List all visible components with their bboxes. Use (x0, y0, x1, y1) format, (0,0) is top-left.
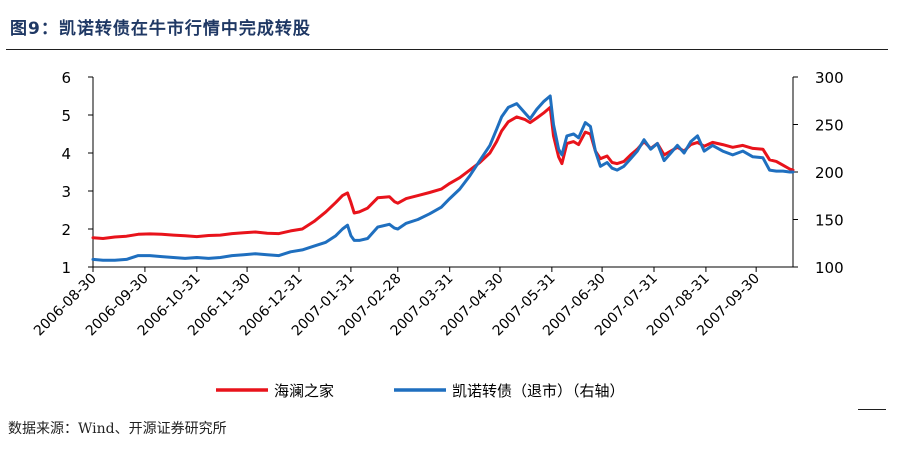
left-tick-label: 2 (61, 221, 71, 239)
right-tick-label: 200 (815, 164, 844, 182)
left-tick-label: 3 (61, 183, 71, 201)
source-note: 数据来源：Wind、开源证券研究所 (8, 421, 227, 437)
dual-axis-line-chart: 1234561001502002503002006-08-302006-09-3… (31, 69, 844, 400)
title-rule (6, 49, 888, 50)
figure-title: 图9：凯诺转债在牛市行情中完成转股 (10, 19, 311, 39)
legend-label: 海澜之家 (274, 382, 334, 400)
left-tick-label: 6 (61, 69, 71, 87)
series-line-kainuo-bond (91, 94, 795, 262)
legend-label: 凯诺转债（退市）（右轴） (452, 382, 625, 400)
chart-legend: 海澜之家 凯诺转债（退市）（右轴） (216, 382, 625, 400)
source-rule (858, 409, 886, 410)
chart-axes: 1234561001502002503002006-08-302006-09-3… (31, 69, 844, 339)
left-tick-label: 5 (61, 107, 71, 125)
right-tick-label: 250 (815, 117, 844, 135)
right-tick-label: 300 (815, 69, 844, 87)
right-tick-label: 150 (815, 212, 844, 230)
series-layer (91, 94, 795, 262)
series-line-hailan (91, 105, 795, 240)
right-tick-label: 100 (815, 259, 844, 277)
left-tick-label: 1 (61, 259, 71, 277)
left-tick-label: 4 (61, 145, 71, 163)
